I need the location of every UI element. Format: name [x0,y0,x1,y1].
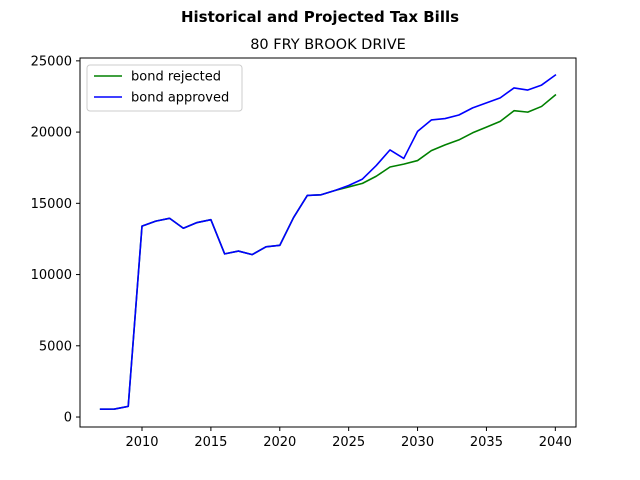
x-tick-label: 2030 [401,435,434,450]
x-axis: 2010 2015 2020 2025 2030 2035 2040 [125,427,572,450]
plot-area [80,58,576,427]
y-tick-label: 15000 [31,197,72,212]
plot-frame [79,57,577,428]
y-tick-label: 0 [64,411,72,426]
y-tick-label: 10000 [31,268,72,283]
series-layer [99,73,557,410]
x-tick-label: 2025 [332,435,365,450]
legend-label: bond approved [131,91,229,106]
x-tick-label: 2035 [470,435,503,450]
x-tick-label: 2010 [125,435,158,450]
legend-label: bond rejected [131,70,221,85]
x-tick-label: 2020 [263,435,296,450]
chart-title: 80 FRY BROOK DRIVE [250,37,406,53]
chart-suptitle: Historical and Projected Tax Bills [181,8,459,26]
legend-box [86,64,243,112]
y-axis: 0 5000 10000 15000 20000 25000 [31,54,80,426]
y-tick-label: 25000 [31,54,72,69]
legend: bond rejected bond approved [86,64,243,112]
x-tick-label: 2040 [539,435,572,450]
y-tick-label: 20000 [31,126,72,141]
series-line-bond-approved [99,73,557,410]
y-tick-label: 5000 [39,339,72,354]
x-tick-label: 2015 [194,435,227,450]
